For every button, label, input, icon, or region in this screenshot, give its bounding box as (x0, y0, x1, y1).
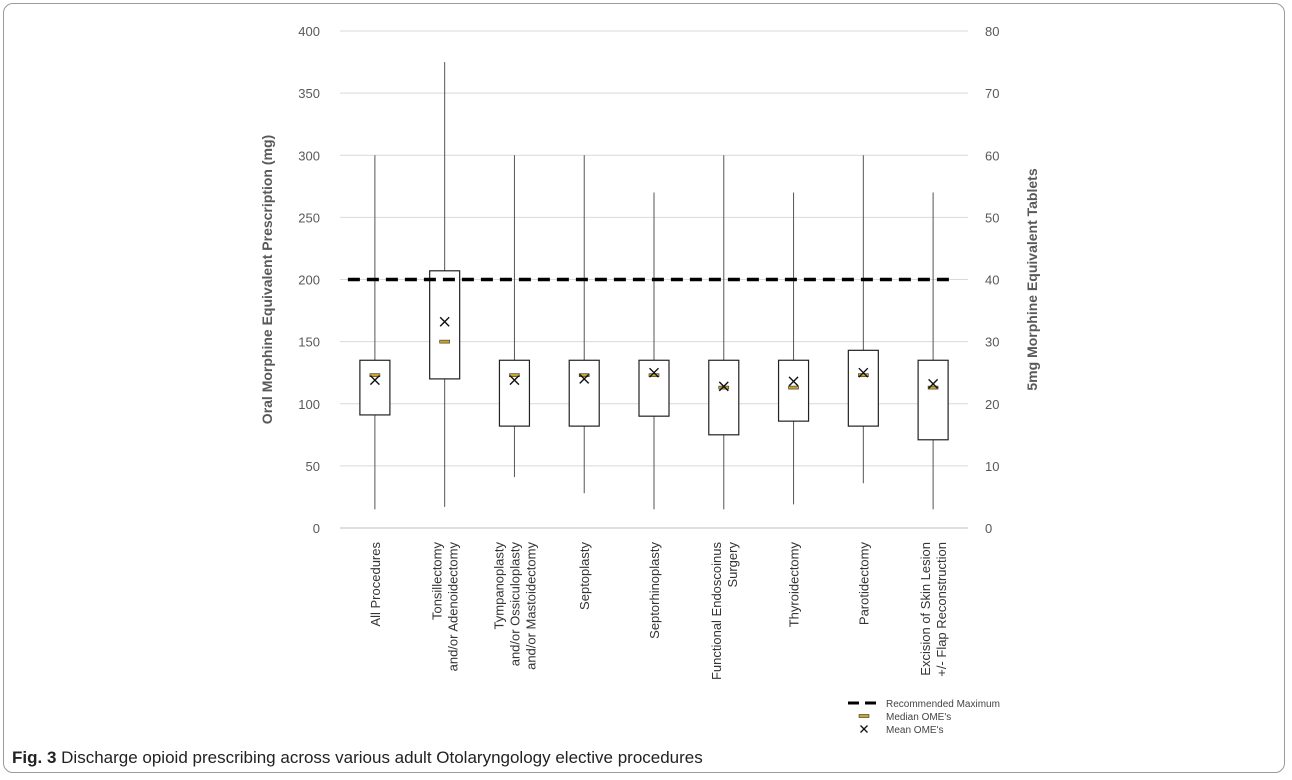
mean-marker (718, 381, 729, 392)
mean-marker (579, 373, 590, 384)
x-tick-label: Septoplasty (577, 542, 592, 610)
median-marker (439, 339, 450, 344)
x-tick-label: Functional Endoscoinus (709, 542, 724, 681)
legend-label: Median OME's (886, 712, 951, 723)
x-tick-label: Surgery (725, 542, 740, 588)
y-right-axis-title: 5mg Morphine Equivalent Tablets (1024, 168, 1040, 390)
mean-marker (649, 367, 659, 378)
y-tick-label: 250 (298, 210, 320, 225)
box (777, 359, 810, 422)
median-marker (509, 373, 520, 377)
caption-label: Fig. 3 (12, 748, 57, 767)
legend-mean-swatch (860, 725, 868, 733)
y-right-tick-label: 70 (985, 86, 999, 101)
y-right-tick-label: 30 (985, 335, 999, 350)
x-tick-label: and/or Adenoidectomy (446, 542, 461, 672)
y-tick-label: 300 (298, 148, 320, 163)
x-tick-label: +/- Flap Reconstruction (934, 542, 949, 677)
x-tick-label: Parotidectomy (856, 542, 871, 626)
median-marker (369, 373, 381, 377)
y-tick-label: 200 (298, 273, 320, 288)
box (847, 349, 879, 427)
box (638, 359, 670, 417)
figure-caption: Fig. 3 Discharge opioid prescribing acro… (12, 748, 703, 768)
mean-marker (928, 378, 939, 389)
mean-marker (788, 376, 799, 387)
legend-label: Mean OME's (886, 725, 943, 736)
box (917, 359, 949, 441)
mean-marker (439, 316, 450, 327)
box (708, 359, 740, 436)
y-tick-label: 400 (298, 24, 320, 39)
x-tick-label: All Procedures (368, 542, 383, 627)
box (498, 359, 531, 427)
y-axis-title: Oral Morphine Equivalent Prescription (m… (259, 135, 275, 424)
caption-text: Discharge opioid prescribing across vari… (61, 748, 703, 767)
y-right-tick-label: 0 (985, 521, 992, 536)
y-tick-label: 150 (298, 335, 320, 350)
mean-marker (369, 375, 380, 386)
y-right-tick-label: 40 (985, 273, 999, 288)
box (429, 270, 461, 380)
mean-marker (858, 367, 869, 378)
median-marker (788, 385, 799, 390)
box (568, 359, 600, 427)
legend-label: Recommended Maximum (886, 699, 1000, 710)
legend-median-swatch (858, 714, 870, 718)
x-tick-label: Tonsillectomy (430, 542, 445, 621)
x-tick-label: Excision of Skin Lesion (918, 542, 933, 676)
y-tick-label: 100 (298, 397, 320, 412)
y-right-tick-label: 10 (985, 459, 999, 474)
x-tick-label: Thyroidectomy (787, 542, 802, 628)
x-tick-label: and/or Ossiculoplasty (507, 542, 522, 667)
x-tick-label: and/or Mastoidectomy (523, 542, 538, 670)
y-tick-label: 0 (313, 521, 320, 536)
y-right-tick-label: 20 (985, 397, 999, 412)
median-marker (578, 373, 590, 377)
x-tick-label: Septorhinoplasty (647, 542, 662, 639)
y-right-tick-label: 80 (985, 24, 999, 39)
y-right-tick-label: 50 (985, 210, 999, 225)
median-marker (927, 385, 939, 390)
mean-marker (509, 375, 520, 386)
y-right-tick-label: 60 (985, 148, 999, 163)
y-tick-label: 350 (298, 86, 320, 101)
box (359, 359, 391, 416)
y-tick-label: 50 (306, 459, 320, 474)
x-tick-label: Tympanoplasty (491, 542, 506, 630)
